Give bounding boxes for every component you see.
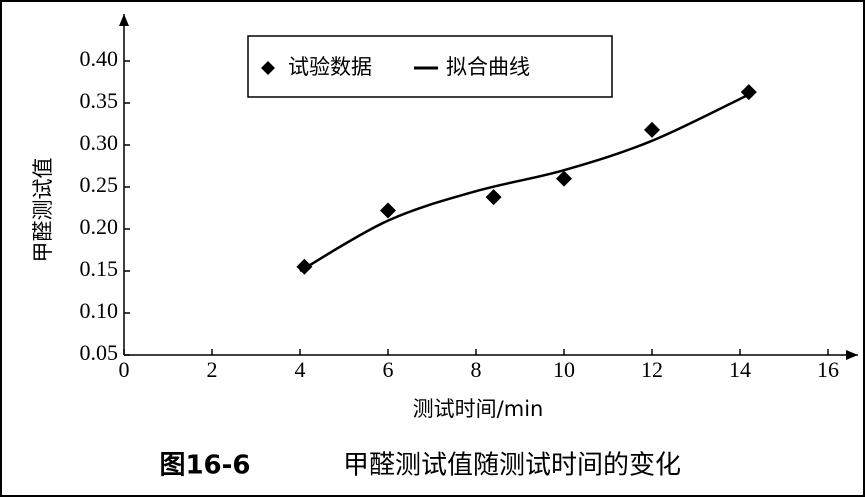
x-tick-label: 6 xyxy=(383,357,394,382)
data-point xyxy=(556,170,572,187)
y-axis-label: 甲醛测试值 xyxy=(31,158,55,263)
x-tick-label: 8 xyxy=(471,357,482,382)
legend-label: 试验数据 xyxy=(288,55,372,79)
y-tick-label: 0.20 xyxy=(80,214,119,239)
x-tick-label: 4 xyxy=(295,357,306,382)
x-tick-label: 14 xyxy=(729,357,751,382)
x-tick-label: 10 xyxy=(553,357,575,382)
figure-number: 图16-6 xyxy=(159,451,250,481)
y-tick-label: 0.25 xyxy=(80,172,119,197)
data-point xyxy=(485,189,502,206)
x-tick-label: 2 xyxy=(207,357,218,382)
data-point xyxy=(644,121,660,138)
x-tick-label: 16 xyxy=(817,357,839,382)
x-axis-label: 测试时间/min xyxy=(413,397,544,421)
y-arrow xyxy=(119,14,129,26)
y-tick-label: 0.35 xyxy=(80,88,119,113)
y-tick-label: 0.05 xyxy=(80,340,119,365)
fit-curve xyxy=(299,93,750,273)
x-tick-label: 0 xyxy=(119,357,130,382)
y-tick-label: 0.30 xyxy=(80,130,119,155)
y-tick-label: 0.15 xyxy=(80,256,119,281)
chart-title: 甲醛测试值随测试时间的变化 xyxy=(343,451,681,481)
data-point xyxy=(380,202,396,219)
x-tick-label: 12 xyxy=(641,357,663,382)
y-tick-label: 0.40 xyxy=(80,46,119,71)
y-tick-label: 0.10 xyxy=(80,298,119,323)
x-arrow xyxy=(846,350,858,360)
legend-label: 拟合曲线 xyxy=(446,55,530,79)
legend-marker xyxy=(261,61,275,75)
